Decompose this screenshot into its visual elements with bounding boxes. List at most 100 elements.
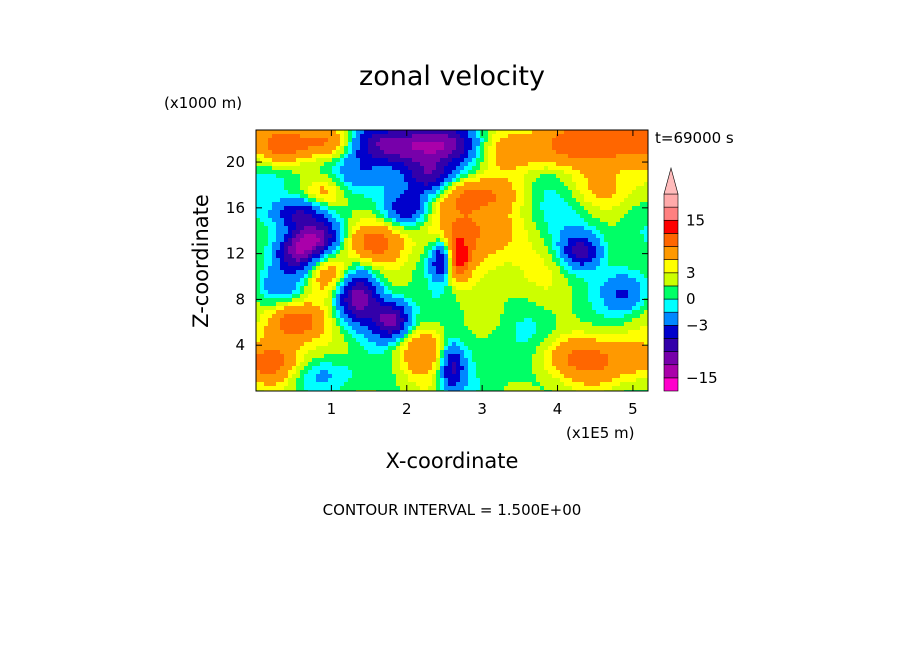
field-cell — [260, 146, 265, 151]
field-cell — [356, 198, 361, 203]
field-cell — [624, 242, 629, 247]
field-cell — [324, 246, 329, 251]
field-cell — [468, 230, 473, 235]
field-cell — [552, 298, 557, 303]
field-cell — [548, 246, 553, 251]
field-cell — [300, 246, 305, 251]
field-cell — [600, 214, 605, 219]
field-cell — [320, 154, 325, 159]
field-cell — [352, 190, 357, 195]
field-cell — [608, 230, 613, 235]
field-cell — [460, 206, 465, 211]
field-cell — [336, 266, 341, 271]
field-cell — [596, 182, 601, 187]
field-cell — [552, 174, 557, 179]
field-cell — [516, 198, 521, 203]
field-cell — [576, 238, 581, 243]
field-cell — [608, 210, 613, 215]
field-cell — [500, 202, 505, 207]
field-cell — [516, 326, 521, 331]
field-cell — [348, 238, 353, 243]
field-cell — [380, 170, 385, 175]
field-cell — [544, 238, 549, 243]
field-cell — [332, 258, 337, 263]
field-cell — [592, 302, 597, 307]
field-cell — [352, 166, 357, 171]
field-cell — [348, 318, 353, 323]
field-cell — [288, 178, 293, 183]
field-cell — [284, 130, 289, 135]
field-cell — [456, 190, 461, 195]
field-cell — [392, 250, 397, 255]
field-cell — [476, 154, 481, 159]
field-cell — [368, 246, 373, 251]
field-cell — [272, 230, 277, 235]
field-cell — [420, 202, 425, 207]
field-cell — [612, 170, 617, 175]
field-cell — [488, 306, 493, 311]
field-cell — [636, 322, 641, 327]
field-cell — [452, 210, 457, 215]
field-cell — [432, 150, 437, 155]
field-cell — [364, 202, 369, 207]
field-cell — [488, 174, 493, 179]
field-cell — [308, 234, 313, 239]
field-cell — [444, 270, 449, 275]
field-cell — [528, 314, 533, 319]
field-cell — [304, 194, 309, 199]
field-cell — [500, 326, 505, 331]
field-cell — [380, 178, 385, 183]
field-cell — [280, 330, 285, 335]
field-cell — [616, 178, 621, 183]
field-cell — [312, 226, 317, 231]
field-cell — [340, 322, 345, 327]
field-cell — [340, 134, 345, 139]
field-cell — [464, 250, 469, 255]
field-cell — [480, 158, 485, 163]
field-cell — [588, 246, 593, 251]
field-cell — [448, 230, 453, 235]
field-cell — [460, 290, 465, 295]
field-cell — [416, 202, 421, 207]
field-cell — [632, 130, 637, 135]
field-cell — [344, 170, 349, 175]
field-cell — [568, 194, 573, 199]
field-cell — [276, 294, 281, 299]
field-cell — [352, 158, 357, 163]
field-cell — [404, 258, 409, 263]
field-cell — [564, 290, 569, 295]
field-cell — [628, 210, 633, 215]
field-cell — [332, 226, 337, 231]
field-cell — [552, 286, 557, 291]
field-cell — [612, 134, 617, 139]
field-cell — [332, 282, 337, 287]
field-cell — [488, 158, 493, 163]
field-cell — [260, 198, 265, 203]
field-cell — [308, 330, 313, 335]
field-cell — [628, 158, 633, 163]
field-cell — [432, 174, 437, 179]
field-cell — [356, 306, 361, 311]
field-cell — [408, 238, 413, 243]
field-cell — [500, 134, 505, 139]
field-cell — [396, 146, 401, 151]
field-cell — [620, 286, 625, 291]
field-cell — [448, 302, 453, 307]
field-cell — [336, 146, 341, 151]
field-cell — [348, 326, 353, 331]
field-cell — [292, 270, 297, 275]
field-cell — [464, 222, 469, 227]
field-cell — [524, 270, 529, 275]
field-cell — [580, 214, 585, 219]
field-cell — [272, 266, 277, 271]
field-cell — [568, 294, 573, 299]
field-cell — [540, 274, 545, 279]
field-cell — [260, 174, 265, 179]
field-cell — [500, 242, 505, 247]
field-cell — [404, 310, 409, 315]
field-cell — [340, 194, 345, 199]
field-cell — [436, 170, 441, 175]
field-cell — [548, 322, 553, 327]
field-cell — [328, 202, 333, 207]
field-cell — [632, 154, 637, 159]
